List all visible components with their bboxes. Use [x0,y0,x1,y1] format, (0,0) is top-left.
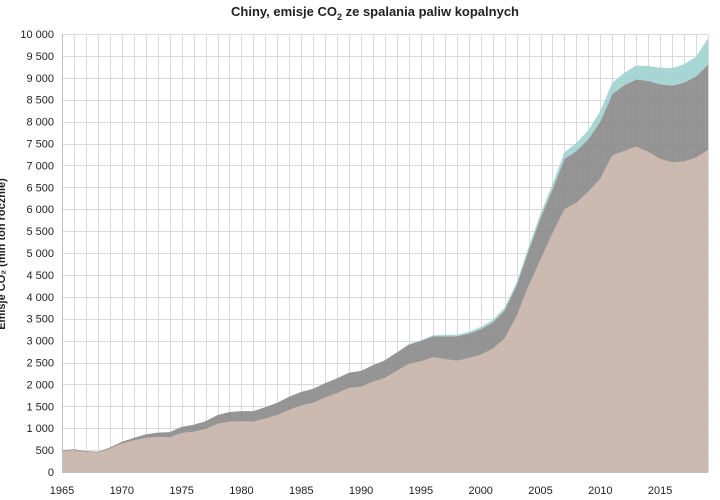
y-tick-label: 9 500 [26,51,54,63]
y-tick-label: 2 500 [26,358,54,370]
axes: 0 500 1 000 1 500 2 000 2 500 3 000 3 500 4 000 4… [20,29,708,497]
y-tick-label: 0 [48,467,54,479]
y-tick-label: 9 000 [26,73,54,85]
x-tick-label: 2015 [648,485,672,497]
area-series-3 [62,38,708,452]
x-tick-label: 2005 [528,485,552,497]
y-axis-label: Emisje CO₂ (mln ton rocznie) [0,178,8,330]
y-tick-label: 10 000 [20,29,54,41]
x-tick-label: 1985 [289,485,313,497]
y-tick-label: 6 500 [26,182,54,194]
y-tick-label: 5 000 [26,248,54,260]
chart-title-prefix: Chiny, emisje CO [231,4,337,19]
y-tick-label: 1 000 [26,423,54,435]
x-tick-label: 1990 [349,485,373,497]
y-tick-label: 7 000 [26,160,54,172]
x-tick-label: 1970 [110,485,134,497]
y-tick-label: 500 [36,445,54,457]
chart-title-suffix: ze spalania paliw kopalnych [342,4,519,19]
chart-title: Chiny, emisje CO2 ze spalania paliw kopa… [231,4,519,22]
y-tick-label: 4 500 [26,270,54,282]
x-tick-label: 1965 [50,485,74,497]
y-tick-label: 7 500 [26,139,54,151]
y-tick-label: 5 500 [26,226,54,238]
y-tick-label: 8 500 [26,95,54,107]
y-tick-label: 1 500 [26,401,54,413]
chart-title-subscript: 2 [337,12,342,22]
area-series-2 [62,64,708,453]
y-tick-label: 3 500 [26,314,54,326]
x-tick-label: 2000 [468,485,492,497]
x-tick-label: 1995 [409,485,433,497]
plot-areas [62,38,708,472]
area-series-1 [62,146,708,472]
y-tick-label: 6 000 [26,204,54,216]
x-tick-label: 2010 [588,485,612,497]
y-tick-label: 4 000 [26,292,54,304]
y-tick-label: 2 000 [26,379,54,391]
x-tick-label: 1980 [229,485,253,497]
x-tick-label: 1975 [169,485,193,497]
y-tick-label: 3 000 [26,336,54,348]
y-tick-label: 8 000 [26,117,54,129]
